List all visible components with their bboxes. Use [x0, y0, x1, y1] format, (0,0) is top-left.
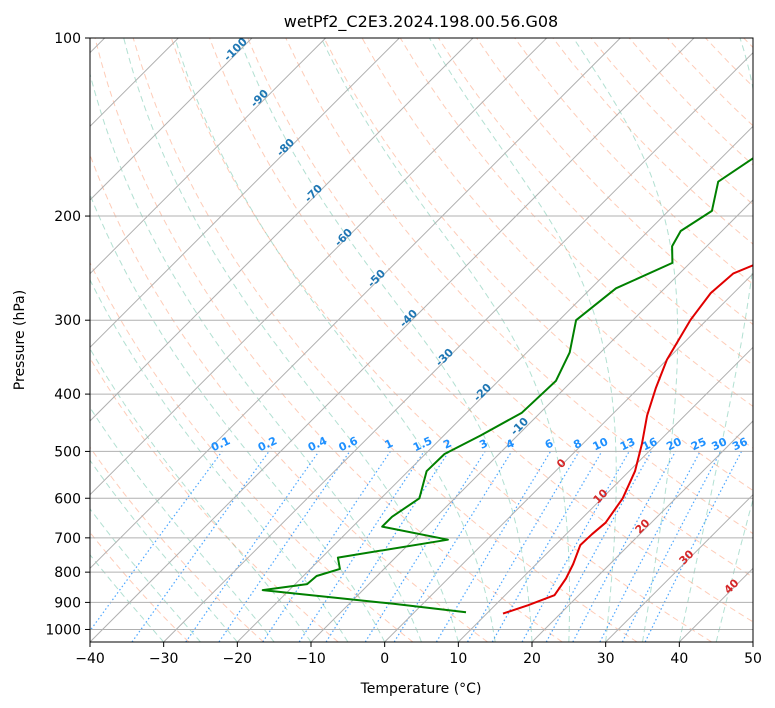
temperature-line: [502, 264, 753, 615]
dry-adiabat: [476, 38, 753, 326]
x-tick-label: 20: [523, 651, 541, 667]
moist-adiabat: [678, 38, 753, 642]
mixing-ratio-line: [644, 451, 743, 642]
isotherm-gridline: [163, 51, 753, 642]
y-tick-label: 100: [54, 31, 81, 47]
dry-adiabat: [247, 38, 753, 578]
y-axis-label: Pressure (hPa): [12, 290, 28, 390]
isotherm-gridline: [90, 38, 548, 496]
dry-adiabat: [132, 38, 638, 642]
dewpoint-line: [261, 157, 753, 614]
y-tick-label: 500: [54, 444, 81, 460]
x-tick-label: −30: [149, 651, 179, 667]
mixing-ratio-line: [621, 451, 722, 642]
dry-adiabat: [514, 38, 753, 285]
x-tick-label: 50: [744, 651, 762, 667]
y-tick-label: 300: [54, 313, 81, 329]
mixing-ratio-label: 16: [640, 435, 660, 453]
grid-layer: 0.1 0.2 0.4 0.6 1 1.5 2 3 4 6 8 10 13 16 20 25 30 36-100-…: [90, 38, 753, 642]
mixing-ratio-line: [262, 451, 391, 642]
x-tick-label: 40: [670, 651, 688, 667]
isotherm-gridline: [531, 420, 753, 642]
isotherm-gridline: [384, 272, 753, 642]
moist-adiabat: [123, 38, 459, 642]
dry-adiabat: [94, 38, 563, 642]
isotherm-gridline: [605, 493, 753, 642]
y-tick-label: 900: [54, 595, 81, 611]
moist-adiabat: [174, 38, 496, 642]
dry-adiabats: [90, 38, 753, 642]
mixing-ratio-label: 20: [664, 435, 684, 453]
isotherm-gridline: [236, 125, 753, 642]
moist-adiabat: [90, 459, 238, 642]
y-tick-label: 800: [54, 565, 81, 581]
moist-adiabat: [428, 38, 617, 642]
moist-adiabat: [320, 38, 571, 642]
dry-adiabat: [170, 38, 712, 642]
x-tick-label: −40: [75, 651, 105, 667]
x-tick-label: −10: [296, 651, 326, 667]
mixing-ratio-line: [521, 451, 630, 642]
dry-adiabat: [90, 446, 264, 642]
isotherm-gridline: [90, 38, 400, 349]
y-tick-label: 1000: [45, 622, 81, 638]
isotherm-gridline: [90, 38, 327, 275]
moist-adiabat: [90, 278, 349, 642]
isotherm-gridline: [90, 38, 695, 642]
mixing-ratio-label: 13: [618, 435, 637, 453]
x-tick-label: −20: [223, 651, 253, 667]
x-tick-label: 30: [597, 651, 615, 667]
y-tick-label: 700: [54, 531, 81, 547]
dry-adiabat: [90, 357, 339, 642]
mixing-ratio-label: 36: [730, 435, 750, 453]
mixing-ratio-label: 10: [591, 435, 611, 453]
y-tick-label: 600: [54, 491, 81, 507]
dry-adiabat: [285, 38, 753, 535]
mixing-ratio-line: [572, 451, 677, 642]
dry-adiabat: [209, 38, 753, 623]
moist-adiabat: [238, 38, 533, 642]
mixing-ratio-line: [545, 451, 652, 642]
plot-frame: [89, 37, 754, 643]
mixing-ratio-line: [185, 451, 320, 642]
chart-title: wetPf2_C2E3.2024.198.00.56.G08: [284, 12, 558, 32]
isotherm-gridline: [90, 38, 474, 422]
moist-adiabat: [90, 507, 201, 642]
y-tick-label: 200: [54, 209, 81, 225]
mixing-ratio-line: [393, 451, 513, 642]
isotherm-gridline: [457, 346, 753, 642]
moist-adiabat: [90, 553, 165, 642]
mixing-ratio-label: 30: [710, 435, 730, 453]
isotherm-gridlines: [90, 38, 753, 642]
x-tick-label: 10: [449, 651, 467, 667]
moist-adiabat: [715, 497, 753, 642]
isotherm-gridline: [90, 38, 253, 201]
moist-adiabat: [90, 72, 422, 642]
isotherm-gridline: [310, 199, 753, 642]
mixing-ratio-line: [218, 451, 351, 642]
mixing-ratio-label: 25: [689, 435, 708, 453]
x-axis-label: Temperature (°C): [360, 681, 482, 697]
moist-adiabat: [90, 193, 386, 642]
dry-adiabat: [90, 261, 414, 642]
y-tick-label: 400: [54, 387, 81, 403]
moist-adiabat: [90, 406, 275, 642]
x-tick-label: 0: [380, 651, 389, 667]
isotherm-gridline: [90, 38, 621, 570]
isobar-gridlines: [90, 38, 753, 630]
dry-adiabat: [323, 38, 753, 492]
mixing-ratio-line: [325, 451, 450, 642]
moist-adiabat: [572, 38, 679, 642]
mixing-ratio-line: [90, 451, 223, 632]
mixing-ratio-line: [298, 451, 425, 642]
